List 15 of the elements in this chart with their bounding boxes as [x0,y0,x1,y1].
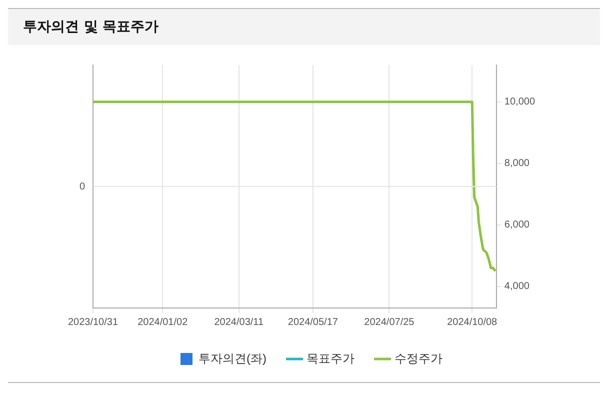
legend-label: 목표주가 [306,351,354,366]
x-tick-label: 2024/05/17 [288,316,338,328]
legend-label: 수정주가 [394,351,442,366]
x-tick-label: 2024/10/08 [447,316,498,328]
x-tick-label: 2024/07/25 [364,316,415,328]
y2-tick-label: 4,000 [504,281,530,292]
y2-tick-label: 8,000 [504,158,530,170]
chart-title: 투자의견 및 목표주가 [8,9,600,45]
x-tick-label: 2024/03/11 [214,316,264,328]
legend-label: 투자의견(좌) [198,351,267,366]
y2-tick-label: 6,000 [504,220,530,231]
x-tick-label: 2023/10/31 [68,316,118,328]
x-tick-label: 2024/01/02 [138,316,188,328]
text: 0 [79,181,86,192]
y2-tick-label: 10,000 [504,96,536,108]
